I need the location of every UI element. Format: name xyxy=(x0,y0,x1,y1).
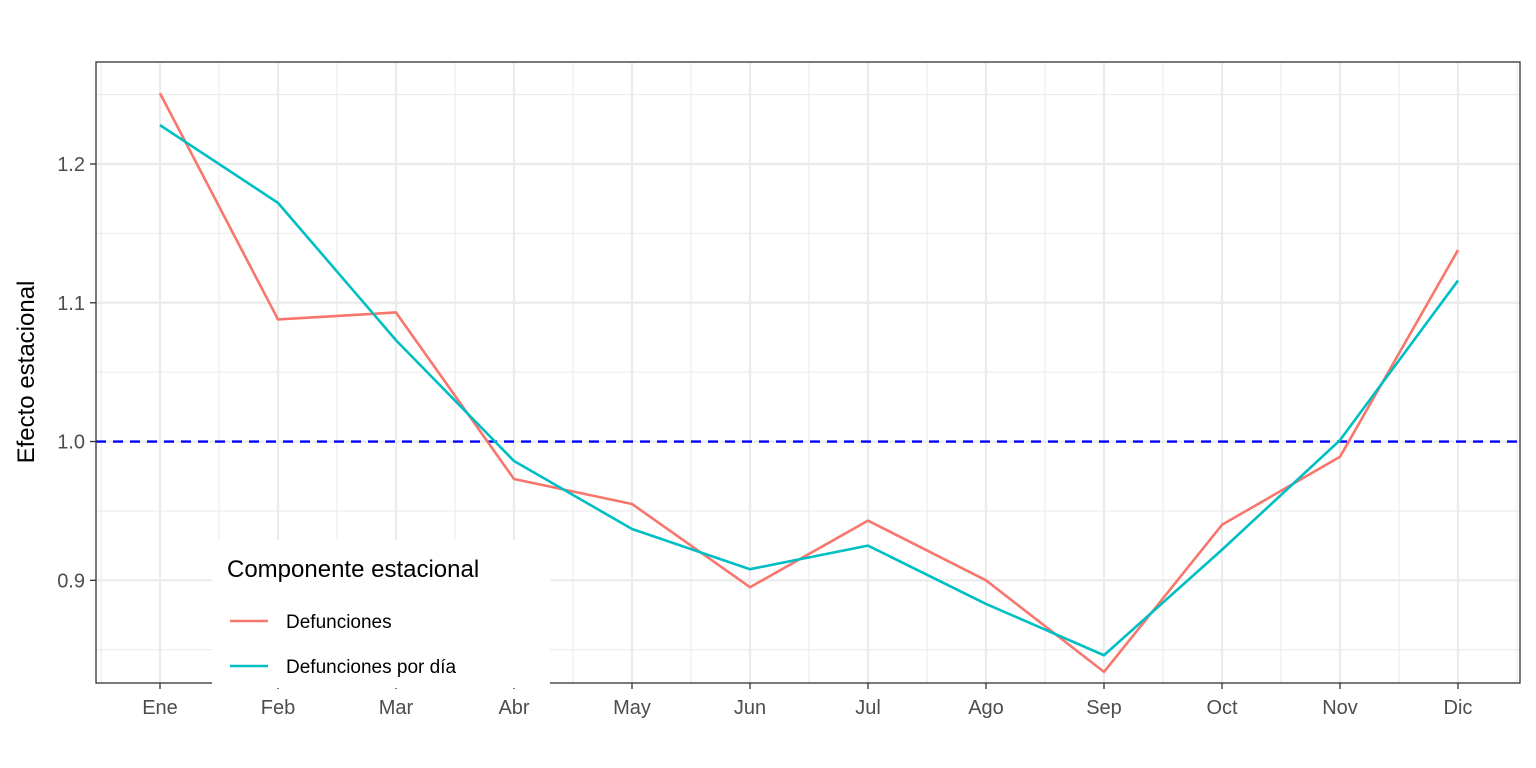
x-tick-label: Oct xyxy=(1206,697,1238,719)
y-tick-label: 1.2 xyxy=(57,154,85,176)
y-axis-label: Efecto estacional xyxy=(13,281,40,464)
x-tick-label: Feb xyxy=(261,697,295,719)
series-line-defunciones-por-dia xyxy=(159,124,1460,657)
legend-background xyxy=(212,540,550,688)
x-tick-label: May xyxy=(613,697,651,719)
x-tick-label: Jun xyxy=(734,697,766,719)
x-tick-label: Dic xyxy=(1444,697,1473,719)
x-tick-label: Ene xyxy=(142,697,178,719)
legend: Componente estacional Defunciones Defunc… xyxy=(212,540,550,688)
y-tick-label: 1.1 xyxy=(57,293,85,315)
series-line-defunciones xyxy=(158,92,1460,674)
x-tick-label: Abr xyxy=(498,697,529,719)
legend-label-defunciones: Defunciones xyxy=(286,612,392,633)
y-tick-label: 0.9 xyxy=(57,570,85,592)
x-tick-label: Ago xyxy=(968,697,1004,719)
x-tick-label: Jul xyxy=(855,697,881,719)
x-axis: Ene Feb Mar Abr May Jun Jul Ago Sep Oct Nov Dic xyxy=(142,683,1472,719)
x-tick-label: Nov xyxy=(1322,697,1358,719)
x-tick-label: Sep xyxy=(1086,697,1122,719)
legend-label-defunciones-por-dia: Defunciones por día xyxy=(286,657,456,678)
legend-title: Componente estacional xyxy=(227,556,479,583)
plot-border xyxy=(95,61,1521,684)
x-tick-label: Mar xyxy=(379,697,414,719)
y-axis: 0.9 1.0 1.1 1.2 xyxy=(57,154,96,592)
series-lines xyxy=(158,92,1460,674)
y-tick-label: 1.0 xyxy=(57,432,85,454)
